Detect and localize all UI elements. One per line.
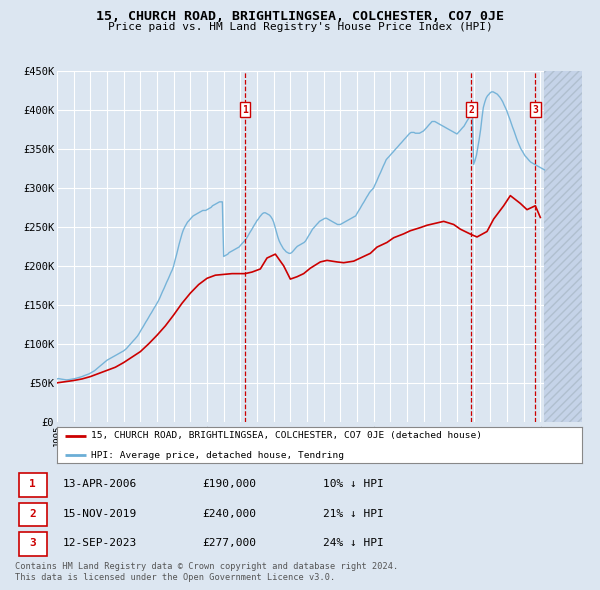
Text: 3: 3 bbox=[29, 538, 36, 548]
Text: This data is licensed under the Open Government Licence v3.0.: This data is licensed under the Open Gov… bbox=[15, 573, 335, 582]
Text: Contains HM Land Registry data © Crown copyright and database right 2024.: Contains HM Land Registry data © Crown c… bbox=[15, 562, 398, 571]
FancyBboxPatch shape bbox=[19, 503, 47, 526]
Text: £190,000: £190,000 bbox=[202, 480, 256, 489]
Text: 15, CHURCH ROAD, BRIGHTLINGSEA, COLCHESTER, CO7 0JE (detached house): 15, CHURCH ROAD, BRIGHTLINGSEA, COLCHEST… bbox=[91, 431, 482, 440]
Text: 10% ↓ HPI: 10% ↓ HPI bbox=[323, 480, 384, 489]
Text: 3: 3 bbox=[532, 105, 538, 115]
Text: 2: 2 bbox=[29, 509, 36, 519]
Text: 13-APR-2006: 13-APR-2006 bbox=[62, 480, 137, 489]
Text: 15-NOV-2019: 15-NOV-2019 bbox=[62, 509, 137, 519]
Text: 1: 1 bbox=[29, 480, 36, 489]
Text: 1: 1 bbox=[242, 105, 248, 115]
Text: 2: 2 bbox=[469, 105, 475, 115]
Bar bbox=[544, 71, 582, 422]
Text: 21% ↓ HPI: 21% ↓ HPI bbox=[323, 509, 384, 519]
Text: Price paid vs. HM Land Registry's House Price Index (HPI): Price paid vs. HM Land Registry's House … bbox=[107, 22, 493, 32]
FancyBboxPatch shape bbox=[19, 532, 47, 556]
Text: £277,000: £277,000 bbox=[202, 538, 256, 548]
Text: 24% ↓ HPI: 24% ↓ HPI bbox=[323, 538, 384, 548]
FancyBboxPatch shape bbox=[19, 473, 47, 497]
Text: 12-SEP-2023: 12-SEP-2023 bbox=[62, 538, 137, 548]
Text: 15, CHURCH ROAD, BRIGHTLINGSEA, COLCHESTER, CO7 0JE: 15, CHURCH ROAD, BRIGHTLINGSEA, COLCHEST… bbox=[96, 10, 504, 23]
Text: HPI: Average price, detached house, Tendring: HPI: Average price, detached house, Tend… bbox=[91, 451, 344, 460]
Text: £240,000: £240,000 bbox=[202, 509, 256, 519]
